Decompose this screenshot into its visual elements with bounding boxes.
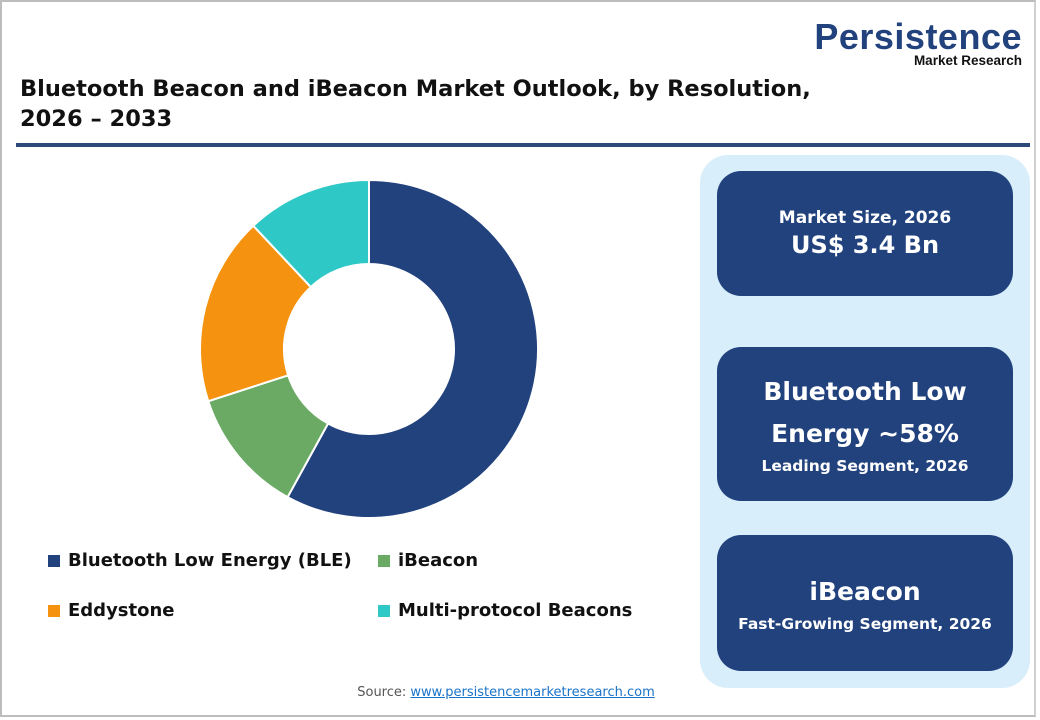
legend-swatch-icon [48, 554, 60, 567]
legend-swatch-icon [378, 604, 390, 617]
leading-segment-caption: Leading Segment, 2026 [761, 457, 969, 475]
leading-segment-card: Bluetooth Low Energy ~58% Leading Segmen… [717, 347, 1013, 501]
donut-chart [199, 178, 539, 519]
title-divider [16, 143, 1030, 147]
legend-item: Multi-protocol Beacons [378, 600, 632, 621]
title-line-1: Bluetooth Beacon and iBeacon Market Outl… [20, 76, 811, 102]
legend-label: iBeacon [398, 550, 479, 571]
legend-item: Eddystone [48, 600, 175, 621]
source-line: Source: www.persistencemarketresearch.co… [0, 685, 1012, 700]
source-link[interactable]: www.persistencemarketresearch.com [410, 685, 655, 700]
logo-subtitle: Market Research [913, 53, 1022, 68]
donut-segment-eddystone [199, 224, 313, 403]
legend-label: Bluetooth Low Energy (BLE) [68, 550, 352, 571]
chart-title: Bluetooth Beacon and iBeacon Market Outl… [20, 74, 920, 134]
source-label: Source: [357, 685, 407, 700]
market-size-card: Market Size, 2026 US$ 3.4 Bn [717, 171, 1013, 296]
leading-segment-line1: Bluetooth Low [763, 377, 967, 406]
legend-label: Multi-protocol Beacons [398, 600, 633, 621]
title-line-2: 2026 – 2033 [20, 106, 173, 132]
legend-item: iBeacon [378, 550, 478, 571]
legend-swatch-icon [48, 604, 60, 617]
fast-growing-card: iBeacon Fast-Growing Segment, 2026 [717, 535, 1013, 671]
brand-logo: Persistence Market Research [814, 18, 1022, 68]
donut-segment-bluetooth-low-energy-ble [286, 178, 539, 519]
legend-label: Eddystone [68, 600, 175, 621]
legend-swatch-icon [378, 554, 390, 567]
fast-growing-title: iBeacon [809, 577, 921, 606]
leading-segment-line2: Energy ~58% [771, 419, 959, 448]
market-size-label: Market Size, 2026 [778, 207, 952, 228]
donut-segment-multi-protocol-beacons [251, 178, 370, 289]
legend-item: Bluetooth Low Energy (BLE) [48, 550, 352, 571]
logo-wordmark: Persistence [814, 16, 1022, 57]
market-size-value: US$ 3.4 Bn [790, 230, 940, 259]
fast-growing-caption: Fast-Growing Segment, 2026 [738, 615, 992, 633]
